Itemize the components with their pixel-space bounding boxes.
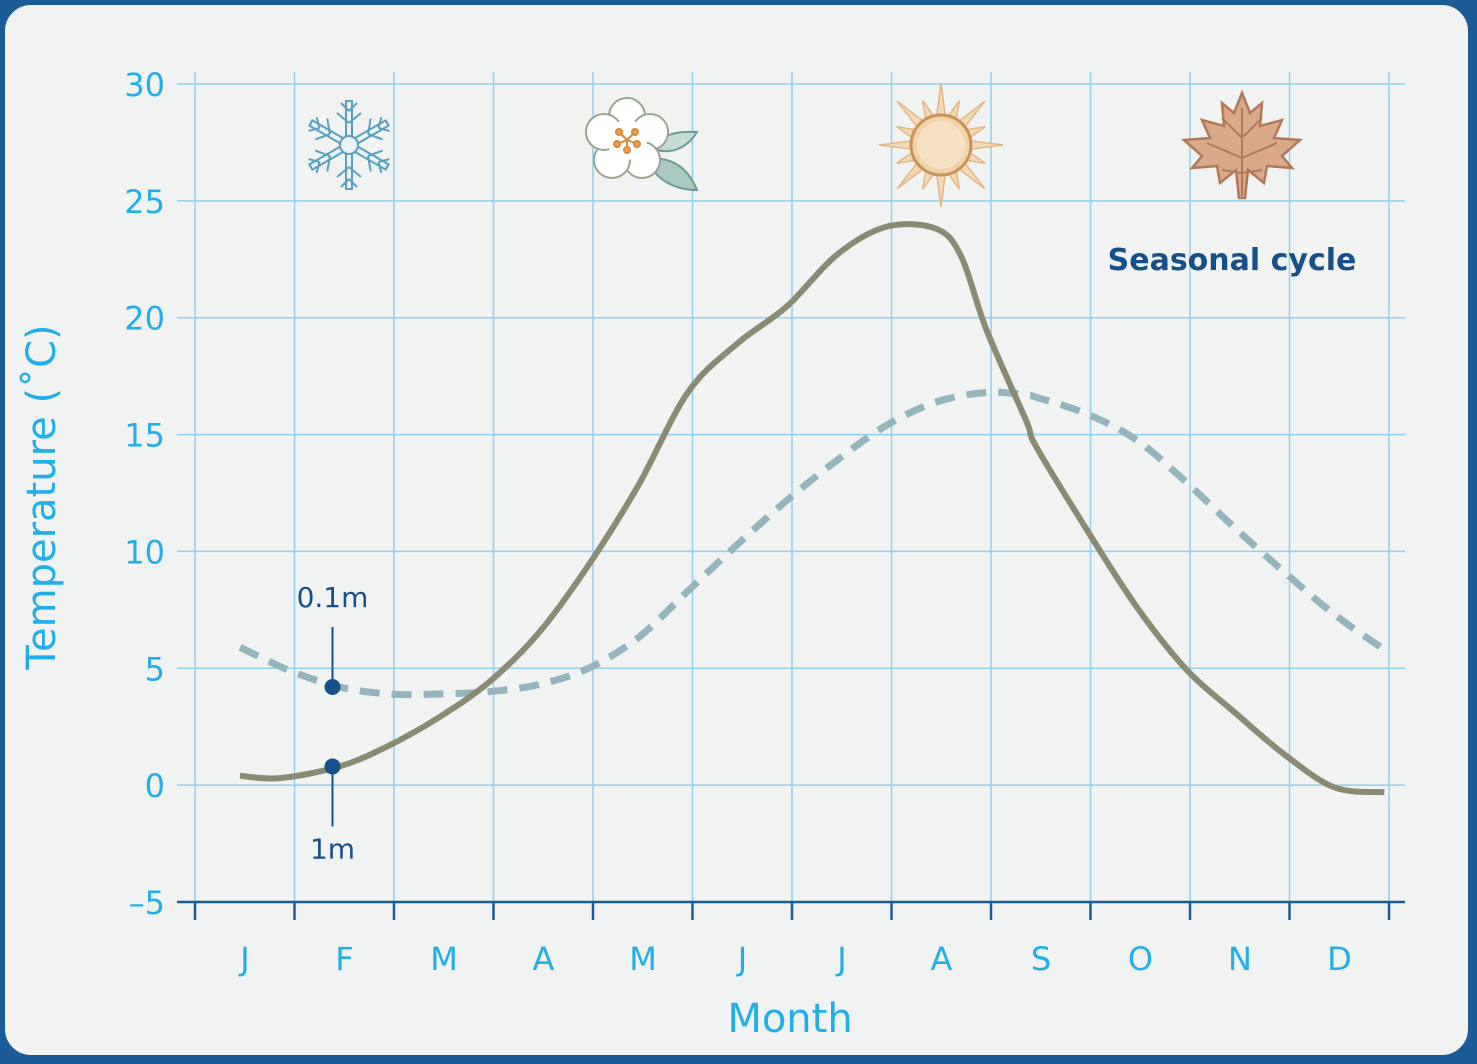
marker-dot (324, 758, 341, 775)
flower-icon (585, 97, 699, 192)
x-tick-label: S (1031, 940, 1051, 978)
season-icons (303, 82, 1304, 208)
y-tick-label: 5 (145, 650, 165, 688)
marker-label: 0.1m (297, 581, 369, 614)
marker-label: 1m (310, 832, 355, 865)
y-tick-label: 20 (124, 300, 165, 338)
x-tick-label: N (1228, 940, 1252, 978)
y-tick-label: 10 (124, 533, 165, 571)
y-tick-label: –5 (129, 884, 165, 922)
depth-markers: 1m 0.1m (297, 581, 369, 865)
marker-dot (324, 678, 341, 695)
x-tick-label: O (1128, 940, 1153, 978)
marker-1m: 1m (310, 758, 355, 865)
x-tick-label: A (533, 940, 555, 978)
sun-ray (969, 139, 1004, 151)
x-tick-label: J (835, 940, 846, 978)
seasonal-cycle-annotation: Seasonal cycle (1108, 243, 1357, 278)
x-tick-label: J (736, 940, 747, 978)
y-tick-label: 15 (124, 417, 165, 455)
x-tick-label: A (931, 940, 953, 978)
y-tick-label: 30 (124, 66, 165, 104)
marker-0.1m: 0.1m (297, 581, 369, 695)
x-tick-label: M (629, 940, 657, 978)
x-tick-label: M (430, 940, 458, 978)
series-line-1m (239, 221, 1385, 796)
series-line-0.1m (238, 388, 1387, 699)
x-axis-title: Month (727, 996, 852, 1042)
sun-ray (935, 82, 947, 117)
x-tick-label: J (238, 940, 249, 978)
grid (177, 72, 1405, 903)
maple-leaf-icon (1180, 89, 1304, 200)
y-tick-label: 25 (124, 183, 165, 221)
sun-ray (878, 139, 913, 151)
sun-icon (878, 82, 1004, 208)
y-tick-labels: 30 25 20 15 10 5 0 –5 (124, 66, 165, 922)
y-axis-title: Temperature (˚C) (19, 324, 65, 670)
y-tick-label: 0 (145, 767, 165, 805)
sun-ray (935, 173, 947, 208)
x-axis (177, 900, 1405, 920)
snowflake-icon (303, 100, 395, 190)
x-tick-label: F (335, 940, 353, 978)
x-tick-label: D (1327, 940, 1352, 978)
